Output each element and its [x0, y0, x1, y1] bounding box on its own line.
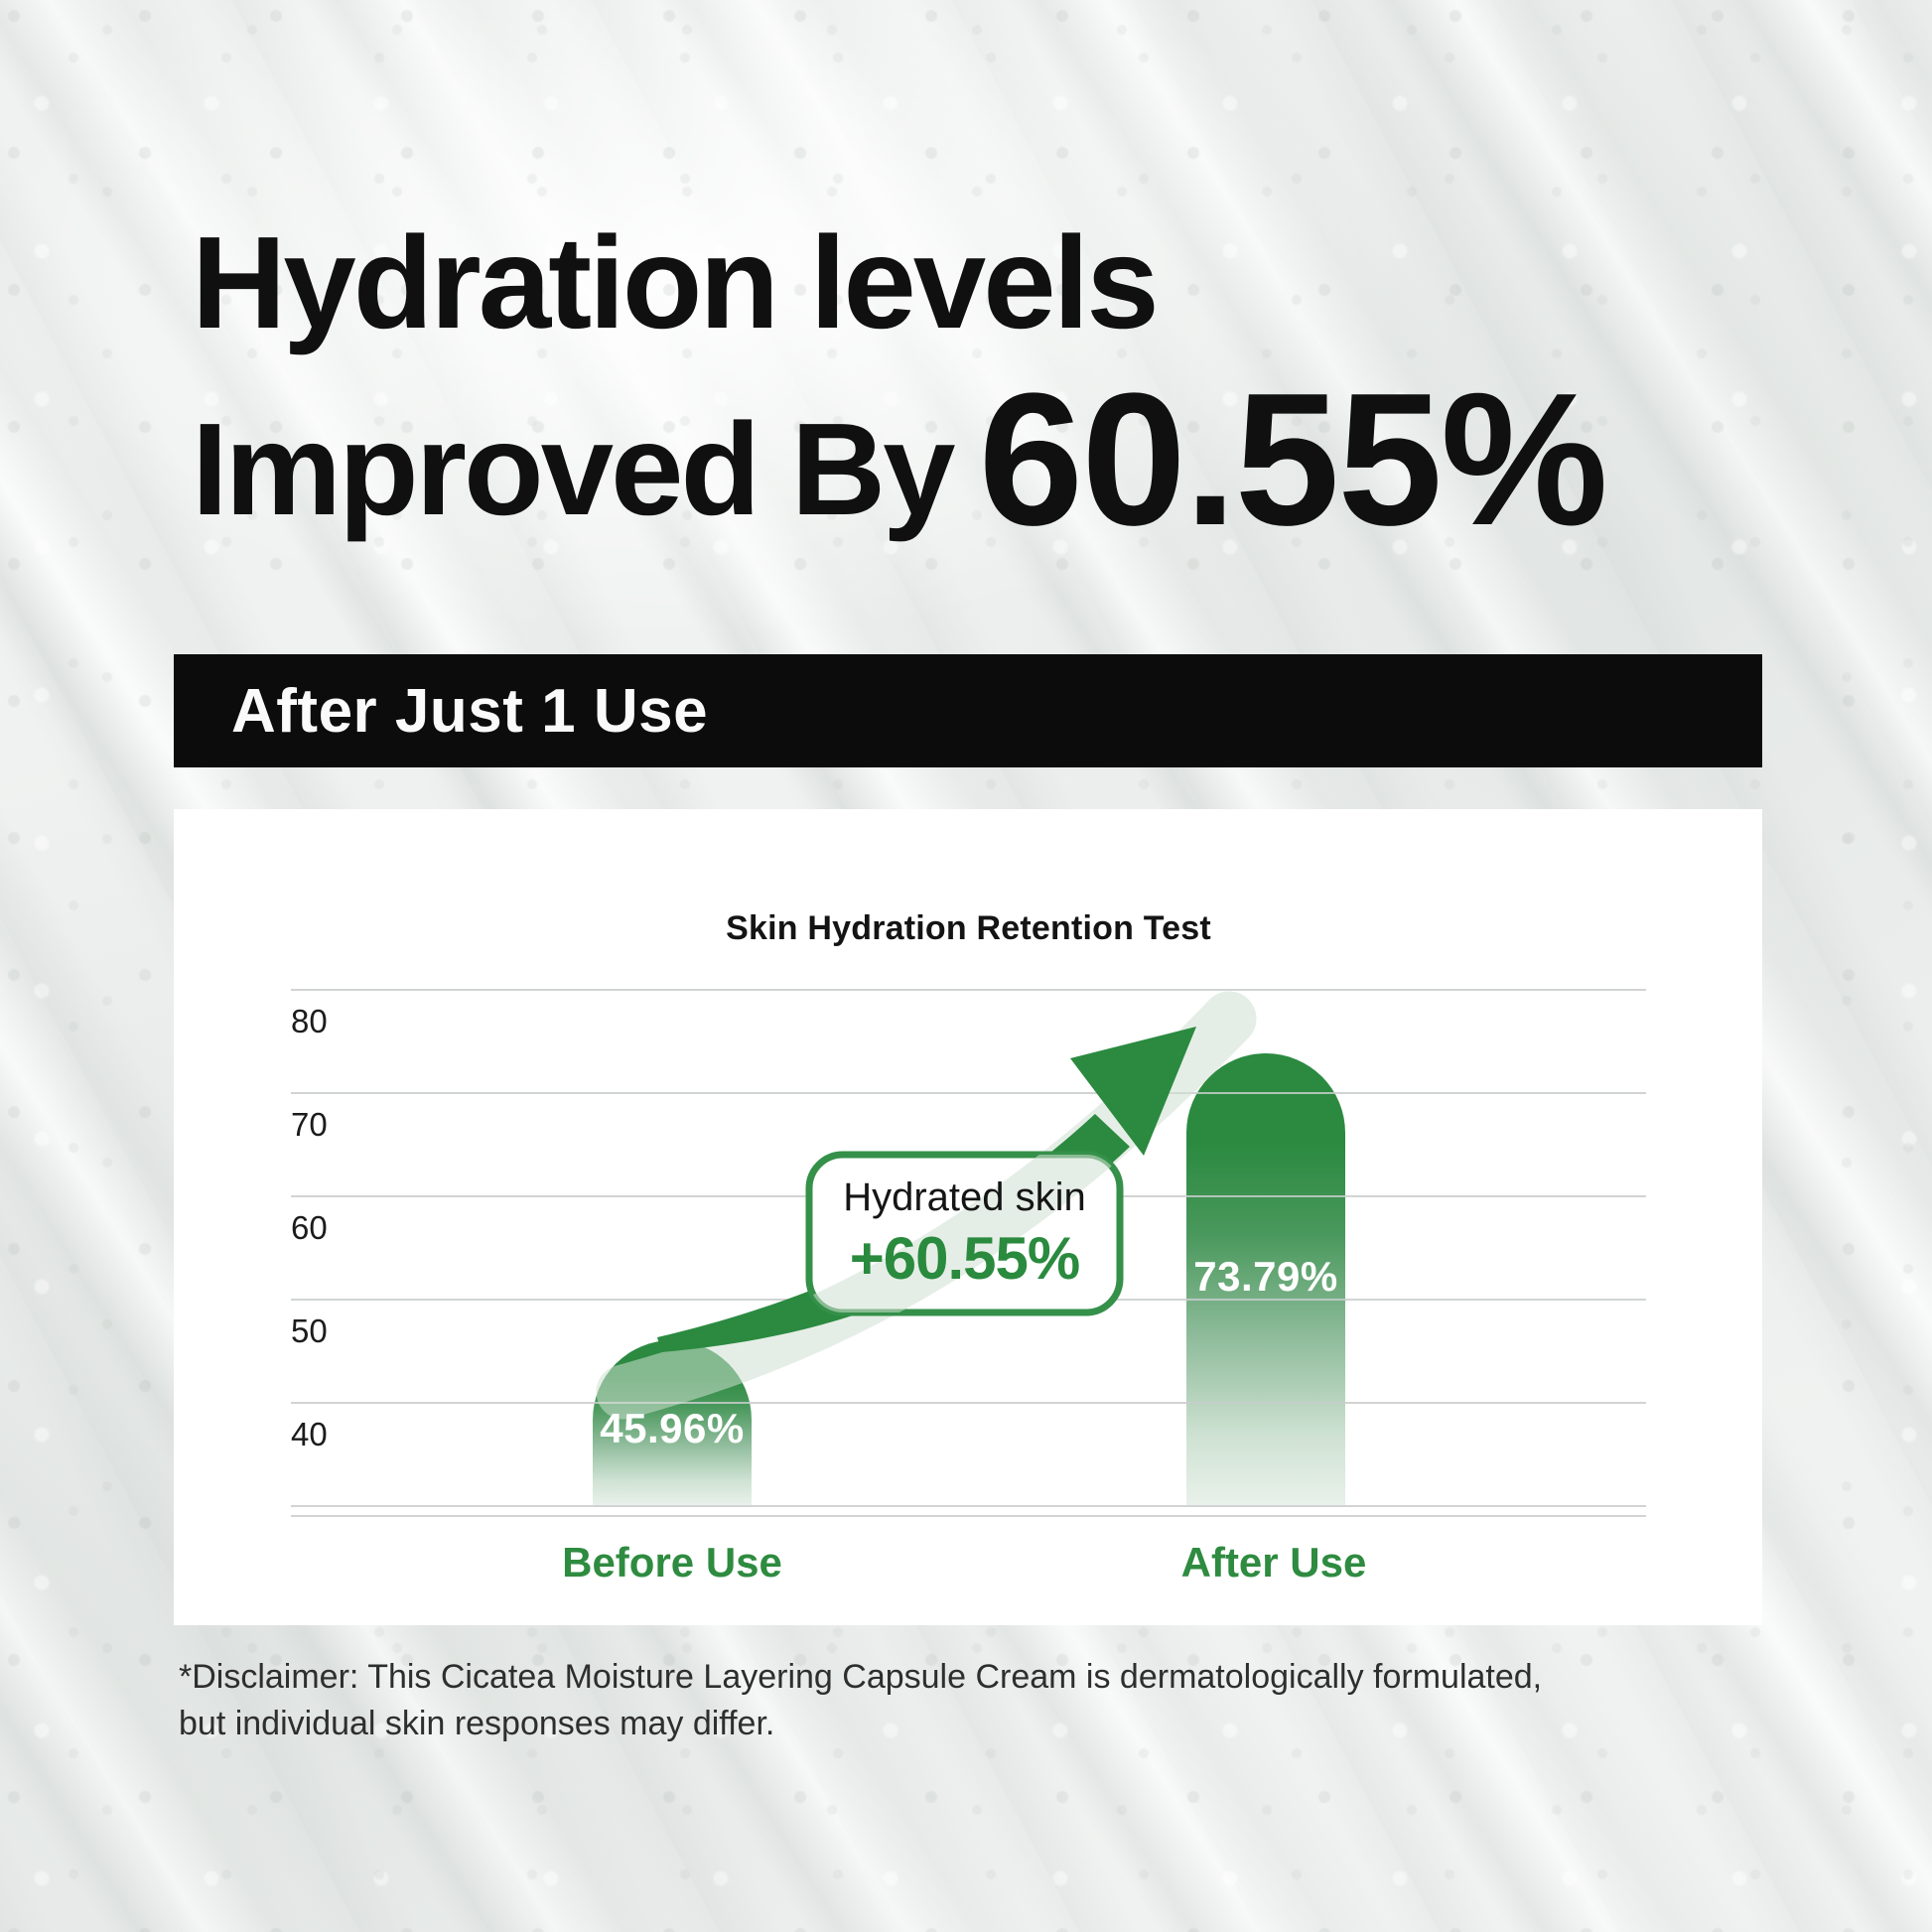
gridline-baseline — [291, 1505, 1646, 1507]
gridline-70 — [291, 1092, 1646, 1094]
gridline-80 — [291, 989, 1646, 991]
bar-value-before: 45.96% — [600, 1405, 745, 1451]
section-banner-label: After Just 1 Use — [231, 676, 709, 746]
section-banner: After Just 1 Use — [174, 654, 1762, 767]
callout-line1: Hydrated skin — [843, 1174, 1086, 1219]
callout-line2: +60.55% — [849, 1224, 1081, 1292]
page-title-line2-prefix: Improved By — [192, 396, 956, 542]
ytick-70: 70 — [291, 1106, 328, 1143]
page-title: Hydration levels Improved By 60.55% — [192, 199, 1608, 554]
page-title-line1: Hydration levels — [192, 209, 1160, 355]
disclaimer-line1: *Disclaimer: This Cicatea Moisture Layer… — [179, 1658, 1543, 1696]
category-label-before: Before Use — [562, 1539, 782, 1586]
gridline-40 — [291, 1402, 1646, 1404]
page-title-line2: Improved By 60.55% — [192, 365, 1608, 554]
category-label-after: After Use — [1180, 1539, 1367, 1586]
ytick-80: 80 — [291, 1003, 328, 1039]
ytick-60: 60 — [291, 1209, 328, 1246]
bar-value-after: 73.79% — [1193, 1253, 1338, 1300]
callout-annotation: Hydrated skin +60.55% — [809, 1155, 1120, 1312]
chart-title: Skin Hydration Retention Test — [726, 909, 1211, 947]
ytick-40: 40 — [291, 1416, 328, 1452]
axis-baseline — [291, 1515, 1646, 1517]
highlight-percentage: 60.55% — [978, 354, 1608, 565]
ytick-50: 50 — [291, 1312, 328, 1349]
disclaimer-line2: but individual skin responses may differ… — [179, 1705, 775, 1742]
disclaimer-text: *Disclaimer: This Cicatea Moisture Layer… — [179, 1654, 1542, 1747]
